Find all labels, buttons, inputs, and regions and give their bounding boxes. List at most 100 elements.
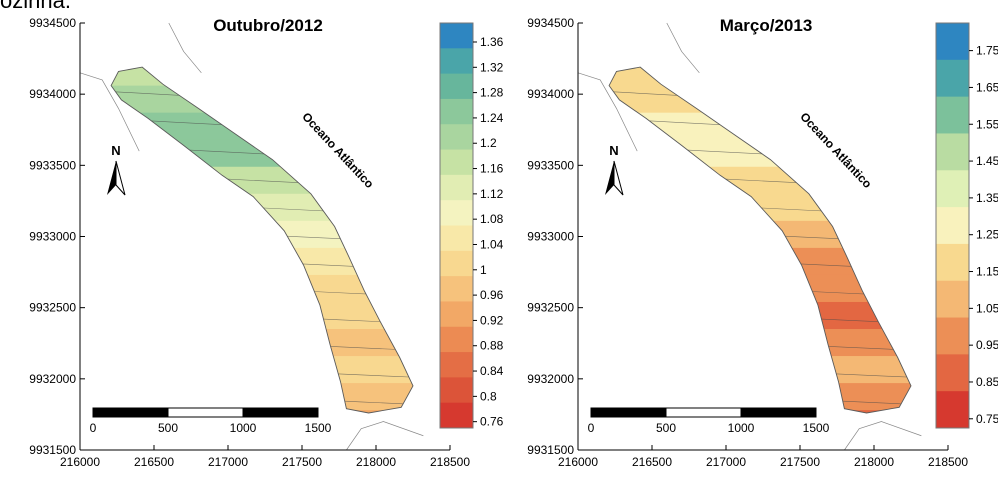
heatmap-band — [111, 356, 413, 384]
heatmap-band — [111, 301, 413, 330]
legend-swatch — [936, 280, 969, 319]
legend-label: 0.95 — [976, 338, 998, 352]
x-tick-label: 218500 — [928, 455, 968, 469]
legend-swatch — [440, 23, 473, 49]
ocean-label: Oceano Atlântico — [797, 110, 874, 191]
north-arrow-right — [613, 160, 624, 196]
legend-swatch — [440, 200, 473, 226]
legend-swatch — [440, 149, 473, 176]
ocean-label: Oceano Atlântico — [299, 110, 376, 191]
scale-bar-label: 1500 — [305, 421, 332, 435]
north-label: N — [609, 143, 618, 158]
scale-bar-label: 0 — [90, 421, 97, 435]
chart-title: Outubro/2012 — [213, 16, 323, 35]
coastline-line — [666, 22, 700, 74]
scale-bar-label: 1000 — [728, 421, 755, 435]
scale-bar: 0 500 1000 1500 — [90, 407, 332, 435]
legend-label: 1.04 — [480, 237, 504, 251]
legend-label: 1.2 — [480, 136, 497, 150]
contour-line — [593, 415, 933, 432]
heatmap-band — [609, 166, 911, 195]
legend-swatch — [440, 276, 473, 302]
legend-label: 0.76 — [480, 415, 504, 429]
contour-line — [609, 306, 911, 325]
legend-swatch — [440, 352, 473, 378]
legend-swatch — [440, 48, 473, 75]
y-tick-label: 9932500 — [29, 301, 76, 315]
legend-label: 1.08 — [480, 212, 504, 226]
x-tick-label: 218000 — [356, 455, 396, 469]
legend-label: 1.16 — [480, 162, 504, 176]
heatmap-band — [609, 356, 911, 384]
legend-label: 1.12 — [480, 187, 504, 201]
scale-bar-label: 1500 — [803, 421, 830, 435]
x-tick-label: 217000 — [208, 455, 248, 469]
scale-bar-segment — [740, 407, 817, 418]
scale-bar: 0 500 1000 1500 — [588, 407, 830, 435]
y-tick-label: 9933500 — [527, 158, 574, 172]
x-tick-label: 217500 — [282, 455, 322, 469]
heatmap-band — [609, 193, 911, 222]
legend-label: 1.24 — [480, 111, 504, 125]
x-tick-label: 216500 — [134, 455, 174, 469]
heatmap-band — [111, 247, 413, 276]
legend-swatch — [936, 207, 969, 245]
scale-bar-segment — [167, 407, 244, 418]
north-arrow-icon — [605, 160, 624, 196]
heatmap-band — [111, 383, 413, 411]
legend-swatch — [936, 133, 969, 171]
x-tick-label: 216000 — [60, 455, 100, 469]
scale-bar-label: 1000 — [230, 421, 257, 435]
y-tick-label: 9933500 — [29, 158, 76, 172]
north-arrow-icon — [107, 160, 126, 196]
legend-label: 1.65 — [976, 80, 998, 94]
beach-outline — [608, 66, 912, 414]
scale-bar-segment — [92, 407, 169, 418]
legend-label: 0.96 — [480, 288, 504, 302]
legend-swatch — [936, 317, 969, 355]
contour-line — [111, 225, 413, 244]
y-tick-label: 9933000 — [29, 230, 76, 244]
contour-line — [111, 279, 413, 298]
y-tick-label: 9932000 — [527, 372, 574, 386]
north-arrow-left — [107, 161, 116, 195]
y-tick-label: 9934500 — [29, 16, 76, 30]
chart-panel-marco: 9931500 9932000 9932500 9933000 9933500 99340… — [527, 16, 998, 469]
legend-swatch — [440, 98, 473, 125]
coastline-line — [79, 72, 140, 152]
scale-bar-label: 500 — [158, 421, 178, 435]
legend-swatch — [936, 354, 969, 392]
legend-swatch — [440, 250, 473, 277]
legend-label: 0.8 — [480, 389, 497, 403]
north-arrow-left — [605, 161, 614, 195]
x-tick-label: 216500 — [632, 455, 672, 469]
legend-label: 0.88 — [480, 339, 504, 353]
heatmap-band — [609, 247, 911, 276]
contour-line — [111, 117, 413, 136]
heatmap-band — [111, 67, 413, 87]
heatmap-band — [111, 220, 413, 249]
legend-swatch — [936, 170, 969, 208]
heatmap-band — [609, 383, 911, 411]
legend-label: 1.32 — [480, 60, 504, 74]
legend-label: 0.84 — [480, 364, 504, 378]
heatmap-band — [609, 220, 911, 249]
y-tick-label: 9934000 — [29, 87, 76, 101]
legend-frame — [439, 22, 474, 429]
y-tick-label: 9932500 — [527, 301, 574, 315]
scale-bar-segment — [242, 407, 319, 418]
north-label: N — [111, 143, 120, 158]
y-tick-label: 9931500 — [29, 443, 76, 457]
contour-line — [95, 415, 435, 432]
y-tick-label: 9933000 — [527, 230, 574, 244]
heatmap-band — [609, 274, 911, 303]
contour-line — [609, 279, 911, 298]
y-tick-label: 9932000 — [29, 372, 76, 386]
coastline-line — [844, 421, 922, 451]
page-top-text: ozinha. — [0, 0, 71, 13]
legend-label: 1.55 — [976, 117, 998, 131]
scale-bar-label: 0 — [588, 421, 595, 435]
coastline-line — [577, 72, 638, 152]
beach-outline — [110, 66, 414, 414]
